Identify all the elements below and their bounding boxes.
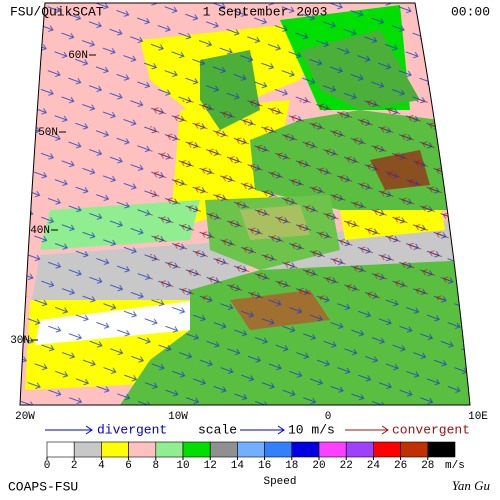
lat-labels: 60N 50N 40N 30N: [10, 50, 96, 347]
colorbar-bin: [291, 441, 320, 458]
colorbar-tick-label: 4: [98, 460, 105, 472]
convergent-arrow: [345, 425, 389, 435]
colorbar-bin: [400, 441, 429, 458]
colorbar-tick-label: 20: [312, 460, 325, 472]
colorbar-bin: [373, 441, 401, 458]
colorbar-bin: [182, 441, 211, 458]
footer-left: COAPS-FSU: [8, 479, 78, 494]
map-area: [20, 3, 470, 405]
lon-labels: 20W 10W 0 10E: [15, 411, 488, 423]
map-frame: [19, 2, 471, 406]
colorbar-bin: [128, 441, 157, 458]
divergent-arrow: [45, 425, 93, 435]
lon-label: 10E: [468, 411, 488, 423]
header-time: 00:00: [451, 4, 490, 19]
colorbar-label: Speed: [263, 476, 296, 488]
header-date: 1 September 2003: [203, 4, 328, 19]
scale-label: scale: [198, 422, 237, 437]
colorbar-tick-label: 16: [258, 460, 271, 472]
scale-arrow: [240, 425, 285, 435]
colorbar-tick-label: 18: [285, 460, 298, 472]
lat-label: 30N: [10, 335, 30, 347]
colorbar-bin: [237, 441, 265, 458]
colorbar-bin: [427, 441, 456, 458]
colorbar-tick-label: 14: [231, 460, 245, 472]
lat-label: 60N: [68, 50, 88, 62]
colorbar-tick-label: 22: [340, 460, 353, 472]
colorbar-tick-label: 8: [152, 460, 159, 472]
colorbar: 0 2 4 6 8 10 12 14 16 18 20 22 24 26 28: [44, 441, 456, 472]
convergent-label: convergent: [392, 422, 470, 437]
lon-label: 20W: [15, 411, 35, 423]
colorbar-tick-label: 24: [367, 460, 381, 472]
colorbar-tick-label: 26: [394, 460, 407, 472]
colorbar-tick-label: 6: [125, 460, 132, 472]
colorbar-bin: [101, 441, 129, 458]
colorbar-tick-label: 10: [176, 460, 189, 472]
lat-label: 40N: [30, 225, 50, 237]
scale-value: 10 m/s: [288, 422, 335, 437]
header-left: FSU/QuikSCAT: [10, 4, 104, 19]
colorbar-tick-label: 12: [204, 460, 217, 472]
colorbar-bin: [264, 441, 293, 458]
colorbar-bin: [318, 441, 347, 458]
colorbar-bin: [73, 441, 102, 458]
colorbar-bin: [209, 441, 238, 458]
footer-author: Yan Gu: [452, 478, 491, 493]
colorbar-tick-label: 28: [421, 460, 434, 472]
colorbar-bin: [46, 441, 75, 458]
lon-label: 10W: [168, 411, 188, 423]
lon-label: 0: [325, 411, 332, 423]
colorbar-tick-label: 0: [44, 460, 51, 472]
lat-label: 50N: [38, 127, 58, 139]
divergent-label: divergent: [97, 422, 167, 437]
colorbar-tick-label: 2: [71, 460, 78, 472]
colorbar-bin: [345, 441, 374, 458]
legend: divergent scale 10 m/s convergent: [45, 422, 470, 437]
colorbar-unit: m/s: [445, 460, 465, 472]
colorbar-bin: [155, 441, 184, 458]
